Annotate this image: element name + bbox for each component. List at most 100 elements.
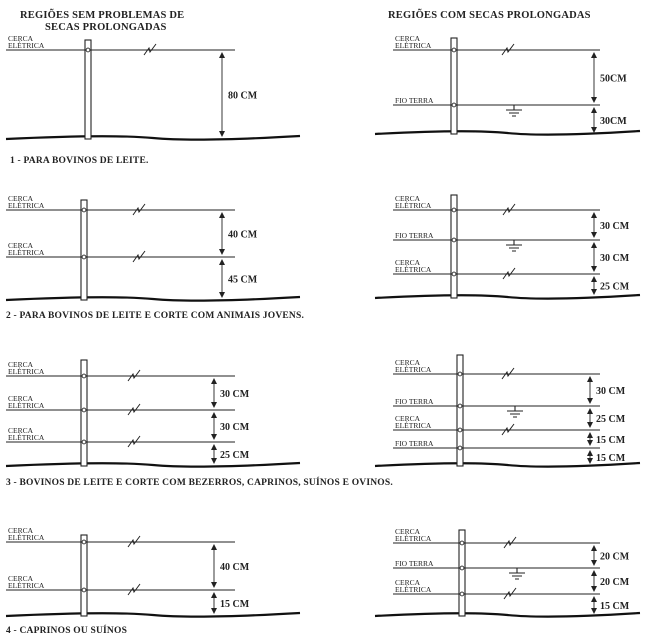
- arrowhead-up-icon: [211, 412, 217, 418]
- arrowhead-down-icon: [211, 582, 217, 588]
- arrowhead-up-icon: [587, 450, 593, 456]
- insulator: [451, 47, 457, 53]
- insulator: [81, 439, 87, 445]
- arrowhead-up-icon: [591, 242, 597, 248]
- dimension-label: 25 CM: [220, 450, 250, 461]
- arrowhead-down-icon: [211, 458, 217, 464]
- insulator: [459, 591, 465, 597]
- header-left-line1: REGIÕES SEM PROBLEMAS DE: [20, 9, 184, 21]
- ground-line: [5, 134, 301, 141]
- fence-post: [80, 534, 88, 617]
- caption-2: 2 - PARA BOVINOS DE LEITE E CORTE COM AN…: [6, 311, 304, 321]
- arrowhead-down-icon: [219, 131, 225, 137]
- arrowhead-up-icon: [591, 52, 597, 58]
- lightning-icon: [501, 423, 515, 436]
- lightning-icon: [502, 203, 516, 216]
- arrowhead-down-icon: [587, 440, 593, 446]
- lightning-icon: [501, 43, 515, 56]
- wire-label-cerca: CERCA: [8, 574, 34, 583]
- dimension-label: 30 CM: [220, 389, 250, 400]
- wire-label-cerca: CERCA: [8, 360, 34, 369]
- arrowhead-up-icon: [587, 408, 593, 414]
- insulator: [451, 271, 457, 277]
- ground-line: [374, 461, 641, 468]
- fence-post: [80, 199, 88, 301]
- wire-label-cerca: CERCA: [395, 258, 421, 267]
- wire-label-eletrica: ELÉTRICA: [8, 200, 45, 210]
- earth-ground-icon: [507, 406, 523, 418]
- wire-label-cerca: CERCA: [395, 34, 421, 43]
- wire-label-cerca: CERCA: [395, 527, 421, 536]
- arrowhead-up-icon: [591, 212, 597, 218]
- insulator: [81, 407, 87, 413]
- insulator: [81, 539, 87, 545]
- wire-label-cerca: CERCA: [8, 194, 34, 203]
- lightning-icon: [132, 203, 146, 216]
- wire-label-eletrica: ELÉTRICA: [395, 200, 432, 210]
- insulator: [457, 371, 463, 377]
- dimension-label: 30 CM: [600, 253, 630, 264]
- arrowhead-up-icon: [211, 378, 217, 384]
- dimension-label: 15 CM: [600, 601, 630, 612]
- lightning-icon: [127, 435, 141, 448]
- dimension-label: 30CM: [600, 116, 627, 127]
- arrowhead-down-icon: [591, 289, 597, 295]
- lightning-icon: [127, 535, 141, 548]
- arrowhead-up-icon: [211, 544, 217, 550]
- wire-label-eletrica: ELÉTRICA: [395, 584, 432, 594]
- arrowhead-up-icon: [591, 596, 597, 602]
- panel-3-left: CERCAELÉTRICACERCAELÉTRICACERCAELÉTRICA3…: [5, 359, 301, 468]
- wire-label-eletrica: ELÉTRICA: [8, 580, 45, 590]
- dimension-label: 25 CM: [596, 414, 626, 425]
- dimension-label: 15 CM: [220, 599, 250, 610]
- insulator: [81, 373, 87, 379]
- arrowhead-down-icon: [591, 232, 597, 238]
- lightning-icon: [501, 367, 515, 380]
- wire-label-eletrica: ELÉTRICA: [8, 400, 45, 410]
- fence-post: [450, 194, 458, 299]
- arrowhead-up-icon: [591, 276, 597, 282]
- arrowhead-down-icon: [587, 422, 593, 428]
- wire-label-fio-terra: FIO TERRA: [395, 397, 434, 406]
- wire-label-cerca: CERCA: [395, 194, 421, 203]
- insulator: [457, 427, 463, 433]
- arrowhead-down-icon: [591, 266, 597, 272]
- fence-post: [80, 359, 88, 467]
- caption-4: 4 - CAPRINOS OU SUÍNOS: [6, 624, 127, 633]
- wire-label-fio-terra: FIO TERRA: [395, 96, 434, 105]
- insulator: [459, 565, 465, 571]
- arrowhead-up-icon: [219, 259, 225, 265]
- fence-post: [456, 354, 464, 467]
- arrowhead-down-icon: [219, 292, 225, 298]
- wire-label-eletrica: ELÉTRICA: [8, 532, 45, 542]
- wire-label-cerca: CERCA: [8, 394, 34, 403]
- lightning-icon: [127, 369, 141, 382]
- arrowhead-down-icon: [587, 458, 593, 464]
- arrowhead-up-icon: [219, 52, 225, 58]
- ground-line: [374, 611, 641, 618]
- dimension-label: 40 CM: [220, 562, 250, 573]
- arrowhead-down-icon: [211, 402, 217, 408]
- wire-label-eletrica: ELÉTRICA: [8, 366, 45, 376]
- dimension-label: 45 CM: [228, 275, 258, 286]
- wire-label-cerca: CERCA: [395, 578, 421, 587]
- wire-label-cerca: CERCA: [395, 358, 421, 367]
- arrowhead-down-icon: [219, 249, 225, 255]
- arrowhead-up-icon: [211, 444, 217, 450]
- wire-label-cerca: CERCA: [8, 241, 34, 250]
- insulator: [457, 445, 463, 451]
- earth-ground-icon: [506, 105, 522, 117]
- header-left-line2: SECAS PROLONGADAS: [45, 22, 167, 33]
- ground-line: [374, 129, 641, 136]
- insulator: [81, 254, 87, 260]
- lightning-icon: [132, 250, 146, 263]
- arrowhead-down-icon: [591, 97, 597, 103]
- fence-post: [84, 39, 92, 140]
